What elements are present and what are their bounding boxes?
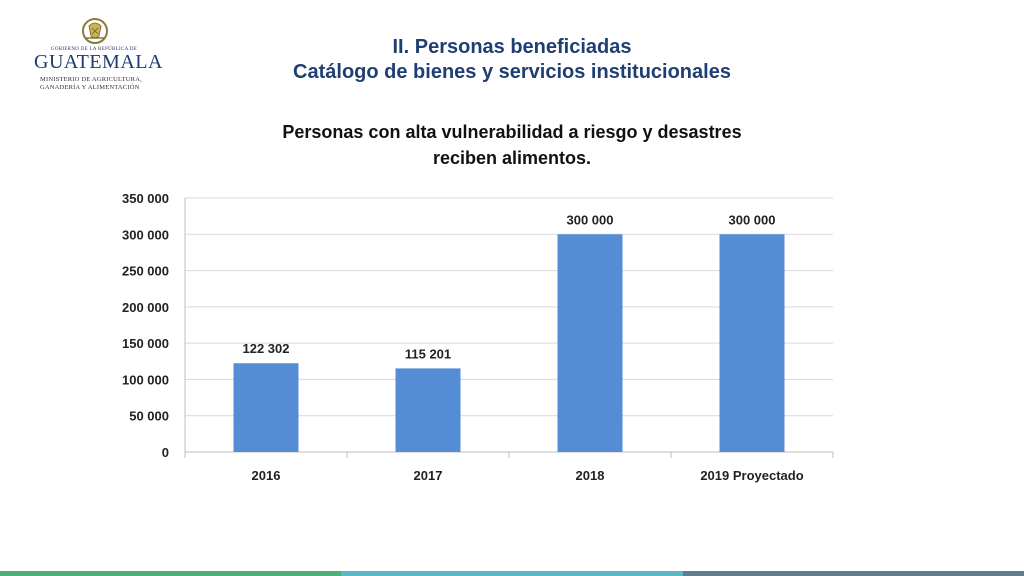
bar-2019-proyectado	[719, 234, 785, 452]
y-tick-label: 50 000	[129, 409, 169, 424]
footer-bar-teal	[341, 571, 683, 576]
logo-ministry-line1: MINISTERIO DE AGRICULTURA,	[40, 76, 142, 83]
data-label: 115 201	[405, 346, 451, 361]
x-tick-label: 2019 Proyectado	[700, 468, 803, 483]
y-tick-label: 300 000	[122, 227, 169, 242]
logo-ministry-line2: GANADERÍA Y ALIMENTACIÓN	[40, 84, 140, 91]
bar-2018	[557, 234, 623, 452]
data-label: 300 000	[567, 212, 614, 227]
chart-title-line1: Personas con alta vulnerabilidad a riesg…	[282, 122, 742, 142]
footer-bar-slate	[683, 571, 1024, 576]
slide-subtitle: Catálogo de bienes y servicios instituci…	[293, 61, 731, 83]
chart-title-line2: reciben alimentos.	[432, 148, 592, 168]
y-tick-label: 250 000	[122, 264, 169, 279]
y-tick-label: 200 000	[122, 300, 169, 315]
slide-title: II. Personas beneficiadas	[392, 36, 632, 58]
bar-2017	[395, 368, 461, 452]
logo-country-name: GUATEMALA	[34, 51, 163, 73]
y-tick-label: 150 000	[122, 336, 169, 351]
y-tick-label: 0	[162, 445, 169, 460]
footer-bar-green	[0, 571, 341, 576]
ministry-logo: GOBIERNO DE LA REPÚBLICA DE GUATEMALA MI…	[34, 14, 163, 94]
x-tick-label: 2016	[252, 468, 281, 483]
x-tick-label: 2018	[576, 468, 605, 483]
logo-government-text: GOBIERNO DE LA REPÚBLICA DE	[50, 47, 138, 52]
y-tick-label: 100 000	[122, 372, 169, 387]
data-label: 300 000	[729, 212, 776, 227]
bar-2016	[233, 363, 299, 452]
coat-of-arms-icon	[82, 18, 108, 44]
data-label: 122 302	[243, 341, 290, 356]
y-tick-label: 350 000	[122, 191, 169, 206]
x-tick-label: 2017	[414, 468, 443, 483]
